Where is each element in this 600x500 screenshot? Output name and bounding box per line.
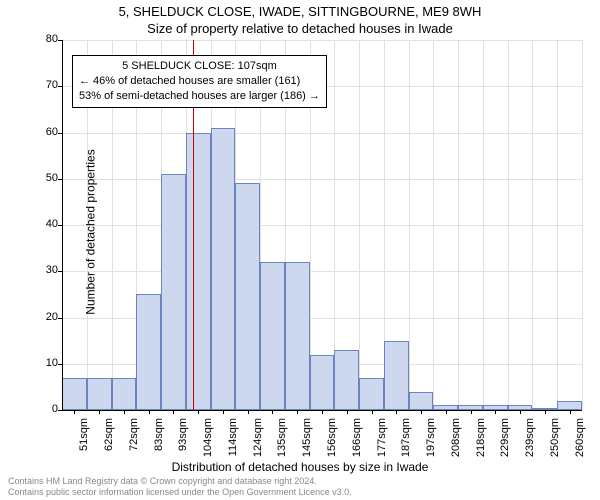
bar <box>409 392 434 411</box>
x-tick-mark <box>99 410 100 414</box>
x-tick-mark <box>421 410 422 414</box>
bar <box>260 262 285 410</box>
bar <box>62 378 87 410</box>
x-tick-mark <box>347 410 348 414</box>
bar <box>310 355 335 411</box>
y-tick-mark <box>58 271 62 272</box>
x-tick-mark <box>446 410 447 414</box>
bar <box>161 174 186 410</box>
chart-container: 5, SHELDUCK CLOSE, IWADE, SITTINGBOURNE,… <box>0 0 600 500</box>
x-tick-mark <box>570 410 571 414</box>
bar <box>87 378 112 410</box>
bar <box>384 341 409 410</box>
x-tick-mark <box>248 410 249 414</box>
y-axis-line <box>62 40 63 410</box>
y-tick-label: 0 <box>28 403 58 415</box>
x-tick-mark <box>272 410 273 414</box>
chart-title-main: 5, SHELDUCK CLOSE, IWADE, SITTINGBOURNE,… <box>0 4 600 19</box>
x-tick-mark <box>545 410 546 414</box>
x-tick-mark <box>322 410 323 414</box>
bar <box>285 262 310 410</box>
x-tick-mark <box>223 410 224 414</box>
y-tick-label: 70 <box>28 79 58 91</box>
x-tick-mark <box>124 410 125 414</box>
y-tick-mark <box>58 179 62 180</box>
footer-line-2: Contains public sector information licen… <box>8 487 352 498</box>
bar <box>186 133 211 411</box>
footer-line-1: Contains HM Land Registry data © Crown c… <box>8 476 352 487</box>
x-axis-label: Distribution of detached houses by size … <box>0 460 600 474</box>
info-box: 5 SHELDUCK CLOSE: 107sqm ← 46% of detach… <box>72 55 327 108</box>
y-tick-mark <box>58 225 62 226</box>
bar <box>359 378 384 410</box>
x-tick-mark <box>149 410 150 414</box>
x-tick-mark <box>520 410 521 414</box>
y-tick-label: 30 <box>28 264 58 276</box>
info-line-2: ← 46% of detached houses are smaller (16… <box>79 74 320 89</box>
grid-line-v <box>582 40 583 410</box>
x-tick-mark <box>471 410 472 414</box>
bar <box>211 128 236 410</box>
y-tick-label: 20 <box>28 311 58 323</box>
y-tick-mark <box>58 364 62 365</box>
y-tick-mark <box>58 410 62 411</box>
x-tick-mark <box>198 410 199 414</box>
x-tick-mark <box>396 410 397 414</box>
footer: Contains HM Land Registry data © Crown c… <box>8 476 352 498</box>
x-tick-mark <box>297 410 298 414</box>
bar <box>334 350 359 410</box>
info-line-3: 53% of semi-detached houses are larger (… <box>79 89 320 104</box>
y-tick-mark <box>58 40 62 41</box>
y-tick-label: 60 <box>28 126 58 138</box>
y-tick-label: 80 <box>28 33 58 45</box>
x-tick-mark <box>495 410 496 414</box>
x-tick-mark <box>372 410 373 414</box>
y-tick-label: 10 <box>28 357 58 369</box>
y-tick-mark <box>58 86 62 87</box>
bar <box>136 294 161 410</box>
y-axis-label: Number of detached properties <box>84 149 98 314</box>
x-tick-mark <box>173 410 174 414</box>
bar <box>112 378 137 410</box>
y-tick-label: 40 <box>28 218 58 230</box>
chart-title-sub: Size of property relative to detached ho… <box>0 21 600 36</box>
y-tick-label: 50 <box>28 172 58 184</box>
y-tick-mark <box>58 133 62 134</box>
y-tick-mark <box>58 318 62 319</box>
info-line-1: 5 SHELDUCK CLOSE: 107sqm <box>79 59 320 74</box>
x-tick-mark <box>74 410 75 414</box>
bar <box>235 183 260 410</box>
bar <box>557 401 582 410</box>
